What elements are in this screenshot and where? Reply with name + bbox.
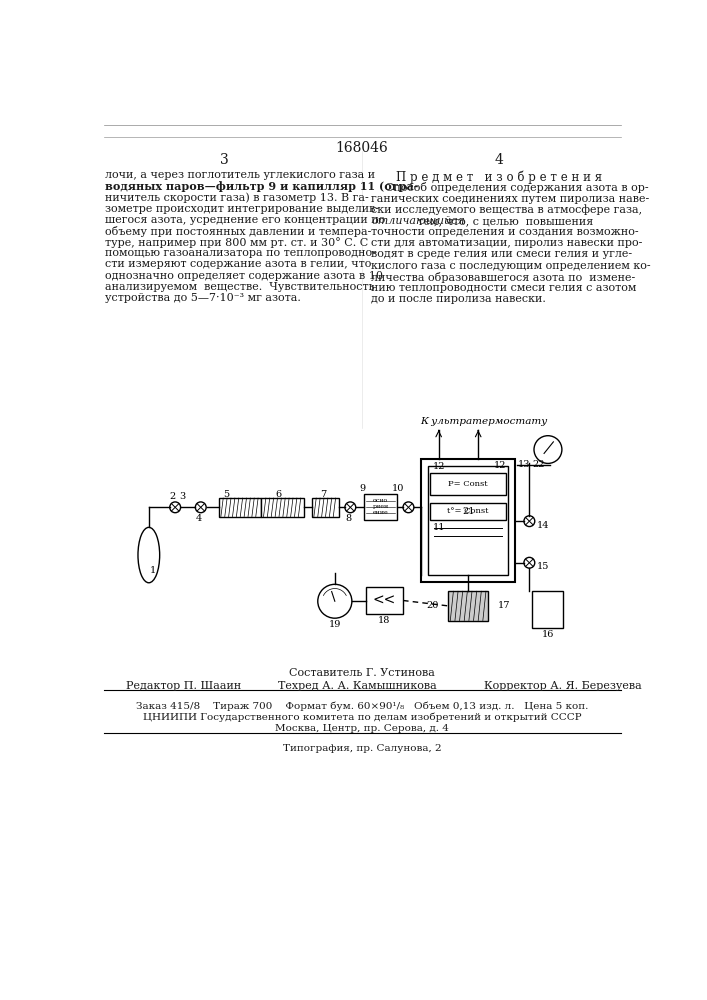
Bar	[448, 591, 489, 620]
Text: осно: осно	[373, 498, 388, 503]
Text: 16: 16	[542, 630, 554, 639]
Text: 19: 19	[329, 620, 341, 629]
Text: зометре происходит интегрирование выделив-: зометре происходит интегрирование выдели…	[105, 204, 380, 214]
Text: 10: 10	[392, 484, 404, 493]
Text: отличающийся: отличающийся	[371, 216, 465, 226]
Text: помощью газоанализатора по теплопроводно-: помощью газоанализатора по теплопроводно…	[105, 248, 376, 258]
Text: 6: 6	[275, 490, 281, 499]
Text: 12: 12	[493, 461, 506, 470]
Bar	[532, 591, 563, 628]
Text: Москва, Центр, пр. Серова, д. 4: Москва, Центр, пр. Серова, д. 4	[275, 724, 449, 733]
Text: 15: 15	[537, 562, 549, 571]
Text: ганических соединениях путем пиролиза наве-: ганических соединениях путем пиролиза на…	[371, 194, 650, 204]
Text: Составитель Г. Устинова: Составитель Г. Устинова	[289, 668, 435, 678]
Text: 13: 13	[518, 460, 530, 469]
Text: 2: 2	[170, 492, 176, 501]
Text: личества образовавшегося азота по  измене-: личества образовавшегося азота по измене…	[371, 272, 636, 283]
Text: туре, например при 800 мм рт. ст. и 30° С. С: туре, например при 800 мм рт. ст. и 30° …	[105, 237, 368, 248]
Ellipse shape	[138, 527, 160, 583]
Text: 3: 3	[220, 153, 228, 167]
Text: 4: 4	[495, 153, 503, 167]
Bar	[312, 498, 339, 517]
Circle shape	[195, 502, 206, 513]
Text: сти для автоматизации, пиролиз навески про-: сти для автоматизации, пиролиз навески п…	[371, 238, 643, 248]
Text: 22: 22	[532, 460, 545, 469]
Bar	[218, 498, 261, 517]
Circle shape	[317, 584, 352, 618]
Bar	[430, 473, 506, 495]
Circle shape	[524, 516, 534, 527]
Text: 11: 11	[433, 523, 445, 532]
Circle shape	[534, 436, 562, 463]
Text: до и после пиролиза навески.: до и после пиролиза навески.	[371, 294, 546, 304]
Text: 21: 21	[462, 507, 474, 516]
Text: 14: 14	[537, 521, 549, 530]
Text: 12: 12	[433, 462, 445, 471]
Text: ски исследуемого вещества в атмосфере газа,: ски исследуемого вещества в атмосфере га…	[371, 205, 643, 215]
Bar	[261, 498, 304, 517]
Bar	[364, 494, 397, 520]
Text: 18: 18	[378, 616, 390, 625]
Text: однозначно определяет содержание азота в 10: однозначно определяет содержание азота в…	[105, 271, 383, 281]
Text: 168046: 168046	[336, 141, 388, 155]
Circle shape	[170, 502, 180, 513]
Text: водяных паров—фильтр 9 и капилляр 11 (огра-: водяных паров—фильтр 9 и капилляр 11 (ог…	[105, 181, 419, 192]
Text: 1: 1	[150, 566, 156, 575]
Text: П р е д м е т   и з о б р е т е н и я: П р е д м е т и з о б р е т е н и я	[396, 170, 602, 184]
Text: сти измеряют содержание азота в гелии, что: сти измеряют содержание азота в гелии, ч…	[105, 259, 372, 269]
Text: тем, что, с целью  повышения: тем, что, с целью повышения	[414, 216, 592, 226]
Text: Способ определения содержания азота в ор-: Способ определения содержания азота в ор…	[371, 182, 649, 193]
Text: ничитель скорости газа) в газометр 13. В га-: ничитель скорости газа) в газометр 13. В…	[105, 192, 369, 203]
Bar	[428, 466, 508, 575]
Text: P= Const: P= Const	[448, 480, 488, 488]
Circle shape	[403, 502, 414, 513]
Text: устройства до 5—7·10⁻³ мг азота.: устройства до 5—7·10⁻³ мг азота.	[105, 293, 301, 303]
Text: t°= Const: t°= Const	[448, 507, 489, 515]
Bar	[430, 503, 506, 520]
Bar	[421, 459, 515, 582]
Text: 4: 4	[195, 514, 201, 523]
Text: К ультратермостату: К ультратермостату	[420, 417, 547, 426]
Text: точности определения и создания возможно-: точности определения и создания возможно…	[371, 227, 639, 237]
Text: 9: 9	[360, 484, 366, 493]
Text: 8: 8	[345, 514, 351, 523]
Text: Типография, пр. Салунова, 2: Типография, пр. Салунова, 2	[283, 744, 441, 753]
Text: 17: 17	[498, 601, 510, 610]
Text: 3: 3	[179, 492, 185, 501]
Text: водят в среде гелия или смеси гелия и угле-: водят в среде гелия или смеси гелия и уг…	[371, 249, 632, 259]
Text: анализируемом  веществе.  Чувствительность: анализируемом веществе. Чувствительность	[105, 282, 375, 292]
Text: 7: 7	[320, 490, 327, 499]
Text: кислого газа с последующим определением ко-: кислого газа с последующим определением …	[371, 261, 651, 271]
Text: лочи, а через поглотитель углекислого газа и: лочи, а через поглотитель углекислого га…	[105, 170, 375, 180]
Text: Техред А. А. Камышникова: Техред А. А. Камышникова	[279, 681, 437, 691]
Text: Заказ 415/8    Тираж 700    Формат бум. 60×90¹/₈   Объем 0,13 изд. л.   Цена 5 к: Заказ 415/8 Тираж 700 Формат бум. 60×90¹…	[136, 701, 588, 711]
Text: 20: 20	[426, 601, 438, 610]
Text: объему при постоянных давлении и темпера-: объему при постоянных давлении и темпера…	[105, 226, 372, 237]
Text: 5: 5	[223, 490, 229, 499]
Text: ЦНИИПИ Государственного комитета по делам изобретений и открытий СССР: ЦНИИПИ Государственного комитета по дела…	[143, 713, 581, 722]
Text: <<: <<	[373, 593, 396, 607]
Text: ение: ение	[373, 510, 388, 515]
Bar	[366, 587, 403, 614]
Circle shape	[524, 557, 534, 568]
Text: нию теплопроводности смеси гелия с азотом: нию теплопроводности смеси гелия с азото…	[371, 283, 636, 293]
Text: рнен: рнен	[373, 504, 389, 509]
Text: Корректор А. Я. Березуева: Корректор А. Я. Березуева	[484, 681, 641, 691]
Text: Редактор П. Шааин: Редактор П. Шааин	[126, 681, 241, 691]
Text: шегося азота, усреднение его концентрации по: шегося азота, усреднение его концентраци…	[105, 215, 386, 225]
Circle shape	[345, 502, 356, 513]
